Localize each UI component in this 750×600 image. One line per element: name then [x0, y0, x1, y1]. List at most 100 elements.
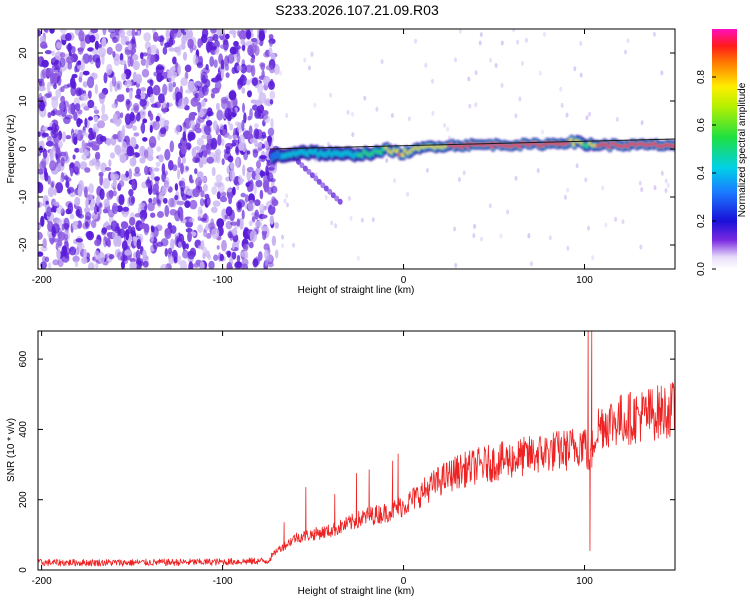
noise-cell	[254, 45, 260, 56]
noise-cell	[266, 135, 273, 143]
noise-cell	[242, 102, 245, 113]
noise-cell	[89, 204, 95, 211]
noise-cell	[261, 143, 265, 149]
noise-cell	[543, 31, 546, 37]
noise-cell	[95, 261, 99, 269]
colorbar-tick-label: 0.6	[696, 118, 707, 132]
noise-cell	[228, 196, 233, 205]
heatmap-diagonal-streak	[292, 155, 343, 205]
noise-cell	[116, 82, 120, 90]
noise-cell	[100, 162, 107, 173]
noise-cell	[135, 73, 143, 85]
noise-cell	[474, 102, 478, 108]
noise-cell	[500, 40, 504, 46]
noise-cell	[188, 261, 194, 269]
noise-cell	[74, 196, 81, 207]
noise-cell	[59, 102, 65, 112]
noise-cell	[111, 75, 117, 87]
noise-cell	[194, 168, 198, 175]
noise-cell	[55, 182, 64, 194]
noise-cell	[281, 234, 285, 240]
heatmap-y-axis-label: Frequency (Hz)	[6, 115, 17, 184]
noise-cell	[267, 204, 276, 215]
noise-cell	[212, 200, 221, 207]
noise-cell	[38, 131, 41, 137]
noise-cell	[238, 29, 247, 41]
noise-cell	[98, 171, 104, 177]
noise-cell	[271, 199, 279, 207]
noise-cell	[154, 176, 160, 182]
colorbar-label: Normalized spectral amplitude	[737, 82, 748, 217]
noise-cell	[170, 225, 177, 234]
noise-cell	[38, 92, 43, 101]
noise-cell	[44, 256, 50, 263]
noise-cell	[38, 80, 43, 87]
noise-cell	[185, 243, 189, 250]
noise-cell	[249, 108, 253, 120]
noise-cell	[48, 233, 53, 239]
noise-cell	[38, 86, 46, 92]
noise-cell	[150, 54, 155, 64]
noise-cell	[238, 180, 243, 185]
noise-cell	[69, 213, 75, 220]
streak-cell	[330, 192, 336, 199]
noise-cell	[124, 80, 133, 88]
noise-cell	[524, 37, 528, 43]
noise-cell	[54, 110, 63, 116]
noise-cell	[255, 174, 261, 181]
noise-cell	[131, 35, 136, 45]
noise-cell	[85, 197, 89, 210]
noise-cell	[232, 186, 236, 196]
noise-cell	[92, 54, 101, 63]
noise-cell	[74, 103, 81, 112]
noise-cell	[206, 133, 212, 145]
noise-cell	[588, 111, 591, 117]
noise-cell	[202, 67, 210, 74]
noise-cell	[69, 246, 77, 256]
noise-cell	[263, 140, 269, 150]
noise-cell	[540, 129, 544, 135]
noise-cell	[50, 72, 55, 85]
noise-cell	[560, 102, 564, 108]
heatmap-noise-cells	[38, 29, 670, 269]
noise-cell	[147, 79, 153, 84]
noise-cell	[78, 30, 85, 42]
noise-cell	[180, 77, 188, 86]
noise-cell	[129, 216, 136, 226]
noise-cell	[126, 69, 132, 77]
noise-cell	[261, 214, 267, 219]
noise-cell	[479, 32, 483, 38]
noise-cell	[246, 166, 254, 173]
noise-cell	[247, 90, 252, 98]
noise-cell	[252, 258, 259, 268]
noise-cell	[640, 187, 644, 193]
noise-cell	[177, 255, 182, 265]
noise-cell	[69, 192, 76, 197]
noise-cell	[467, 76, 471, 82]
noise-cell	[76, 89, 85, 95]
noise-cell	[380, 59, 384, 65]
noise-cell	[43, 167, 48, 178]
noise-cell	[56, 249, 61, 260]
noise-cell	[259, 62, 266, 68]
noise-cell	[212, 120, 218, 131]
noise-cell	[67, 188, 71, 195]
noise-cell	[237, 199, 246, 208]
noise-cell	[164, 148, 171, 161]
noise-cell	[184, 200, 191, 208]
noise-cell	[177, 241, 182, 248]
noise-cell	[236, 64, 243, 72]
noise-cell	[83, 248, 87, 260]
noise-cell	[129, 89, 133, 101]
noise-cell	[241, 209, 245, 220]
noise-cell	[251, 77, 259, 87]
noise-cell	[216, 109, 224, 121]
noise-cell	[573, 66, 577, 72]
noise-cell	[106, 138, 112, 146]
noise-cell	[87, 76, 95, 89]
noise-cell	[236, 184, 240, 191]
noise-cell	[42, 132, 49, 137]
noise-cell	[191, 147, 197, 158]
x-tick-label: -200	[32, 576, 52, 587]
noise-cell	[120, 94, 125, 101]
